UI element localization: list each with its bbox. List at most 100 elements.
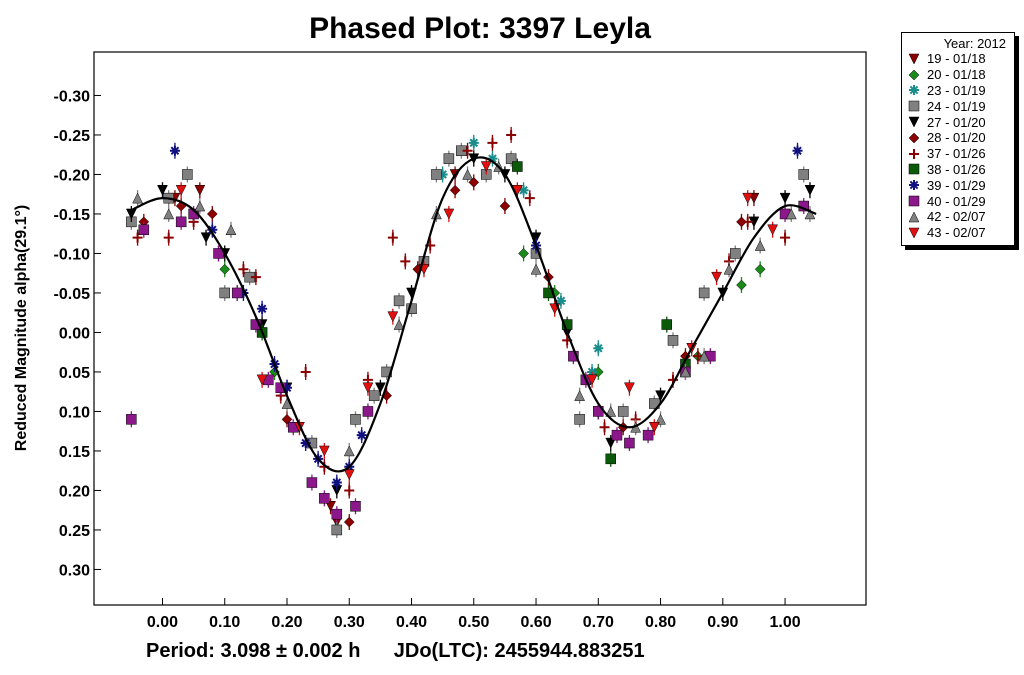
- data-point: [804, 208, 816, 220]
- x-tick-label: 0.20: [271, 614, 302, 631]
- legend-marker-icon: [909, 180, 919, 191]
- data-point: [356, 430, 367, 441]
- x-tick-label: 0.70: [583, 614, 614, 631]
- legend-label: 23 - 01/19: [927, 82, 986, 98]
- data-point: [655, 413, 666, 425]
- legend-marker-icon: [908, 227, 920, 239]
- data-point: [231, 287, 243, 299]
- legend-marker-icon: [908, 69, 920, 81]
- data-point: [698, 350, 710, 362]
- data-point: [175, 185, 187, 196]
- x-tick-label: 0.10: [209, 614, 240, 631]
- data-point: [238, 264, 249, 275]
- data-point: [238, 287, 249, 298]
- data-point: [443, 153, 455, 164]
- data-point: [250, 272, 261, 283]
- x-tick-label: 1.00: [769, 614, 800, 631]
- data-point: [792, 145, 803, 156]
- data-point: [736, 279, 747, 291]
- data-point: [742, 216, 753, 227]
- data-point: [648, 422, 660, 433]
- data-point: [505, 153, 517, 164]
- data-point: [200, 232, 212, 244]
- x-tick-label: 0.00: [147, 614, 178, 631]
- data-point: [611, 429, 623, 441]
- legend-label: 39 - 01/29: [927, 177, 986, 193]
- data-point: [163, 232, 174, 243]
- data-point: [318, 445, 330, 457]
- data-point: [256, 374, 268, 386]
- data-point: [437, 169, 448, 180]
- data-point: [779, 192, 791, 204]
- fit-curve: [130, 156, 817, 473]
- y-tick-label: 0.00: [59, 325, 90, 342]
- data-point: [132, 192, 143, 204]
- y-tick-label: -0.15: [54, 207, 91, 224]
- data-point: [742, 192, 754, 204]
- data-point: [661, 319, 673, 330]
- data-point: [711, 271, 722, 283]
- legend-item: 39 - 01/29: [902, 177, 1014, 193]
- legend-label: 42 - 02/07: [927, 209, 986, 225]
- y-tick-label: 0.10: [59, 404, 90, 421]
- y-axis-label: Reduced Magnitude alpha(29.1°): [13, 205, 30, 451]
- data-point: [599, 422, 610, 433]
- data-point: [132, 232, 143, 243]
- data-point: [574, 414, 585, 425]
- data-point: [480, 161, 492, 173]
- data-point: [219, 287, 230, 299]
- y-tick-label: -0.30: [54, 88, 91, 105]
- y-tick-label: 0.25: [59, 523, 90, 540]
- data-point: [250, 319, 262, 330]
- x-axis: 0.00 0.10 0.20 0.30 0.40 0.50 0.60 0.70 0.80 0.90…: [147, 598, 801, 631]
- data-point: [182, 169, 193, 180]
- y-axis: -0.30 -0.25 -0.20 -0.15 -0.10 -0.05 0.00 0.05 0.…: [54, 88, 101, 579]
- data-point: [785, 208, 797, 220]
- data-point: [126, 414, 137, 425]
- data-point: [730, 248, 741, 259]
- y-tick-label: -0.25: [54, 128, 91, 145]
- legend-label: 37 - 01/26: [927, 146, 986, 162]
- data-point: [300, 438, 311, 449]
- x-tick-label: 0.50: [458, 614, 489, 631]
- data-point: [511, 185, 523, 196]
- data-point: [400, 256, 411, 267]
- data-point: [804, 185, 816, 196]
- data-point: [343, 516, 355, 528]
- data-point: [680, 366, 691, 378]
- legend-item: 37 - 01/26: [902, 146, 1014, 162]
- legend-item: 28 - 01/20: [902, 130, 1014, 146]
- data-point: [387, 311, 399, 323]
- data-point: [698, 287, 710, 299]
- data-point: [530, 263, 542, 275]
- data-point: [487, 153, 498, 164]
- legend-item: 27 - 01/20: [902, 114, 1014, 130]
- legend-label: 20 - 01/18: [927, 67, 986, 83]
- legend-label: 19 - 01/18: [927, 51, 986, 67]
- data-point: [443, 208, 455, 220]
- data-point: [624, 382, 635, 394]
- data-point: [331, 524, 343, 536]
- legend-item: 24 - 01/19: [902, 98, 1014, 114]
- data-point: [350, 414, 361, 425]
- data-point: [169, 145, 180, 156]
- data-point: [767, 224, 779, 236]
- data-point: [798, 169, 809, 180]
- legend-label: 38 - 01/26: [927, 161, 986, 177]
- legend-marker-icon: [908, 211, 920, 223]
- data-point: [624, 437, 635, 449]
- data-point: [754, 263, 766, 275]
- data-point: [692, 351, 703, 362]
- legend-label: 24 - 01/19: [927, 98, 986, 114]
- data-point: [468, 176, 480, 188]
- chart-footer: Period: 3.098 ± 0.002 h JDo(LTC): 245594…: [146, 640, 645, 662]
- data-point: [157, 185, 168, 196]
- legend-item: 23 - 01/19: [902, 83, 1014, 99]
- y-tick-label: -0.05: [54, 286, 91, 303]
- x-tick-label: 0.90: [707, 614, 738, 631]
- legend-marker-icon: [908, 132, 920, 144]
- data-point: [754, 239, 766, 251]
- data-point: [374, 382, 386, 394]
- data-point: [780, 232, 791, 243]
